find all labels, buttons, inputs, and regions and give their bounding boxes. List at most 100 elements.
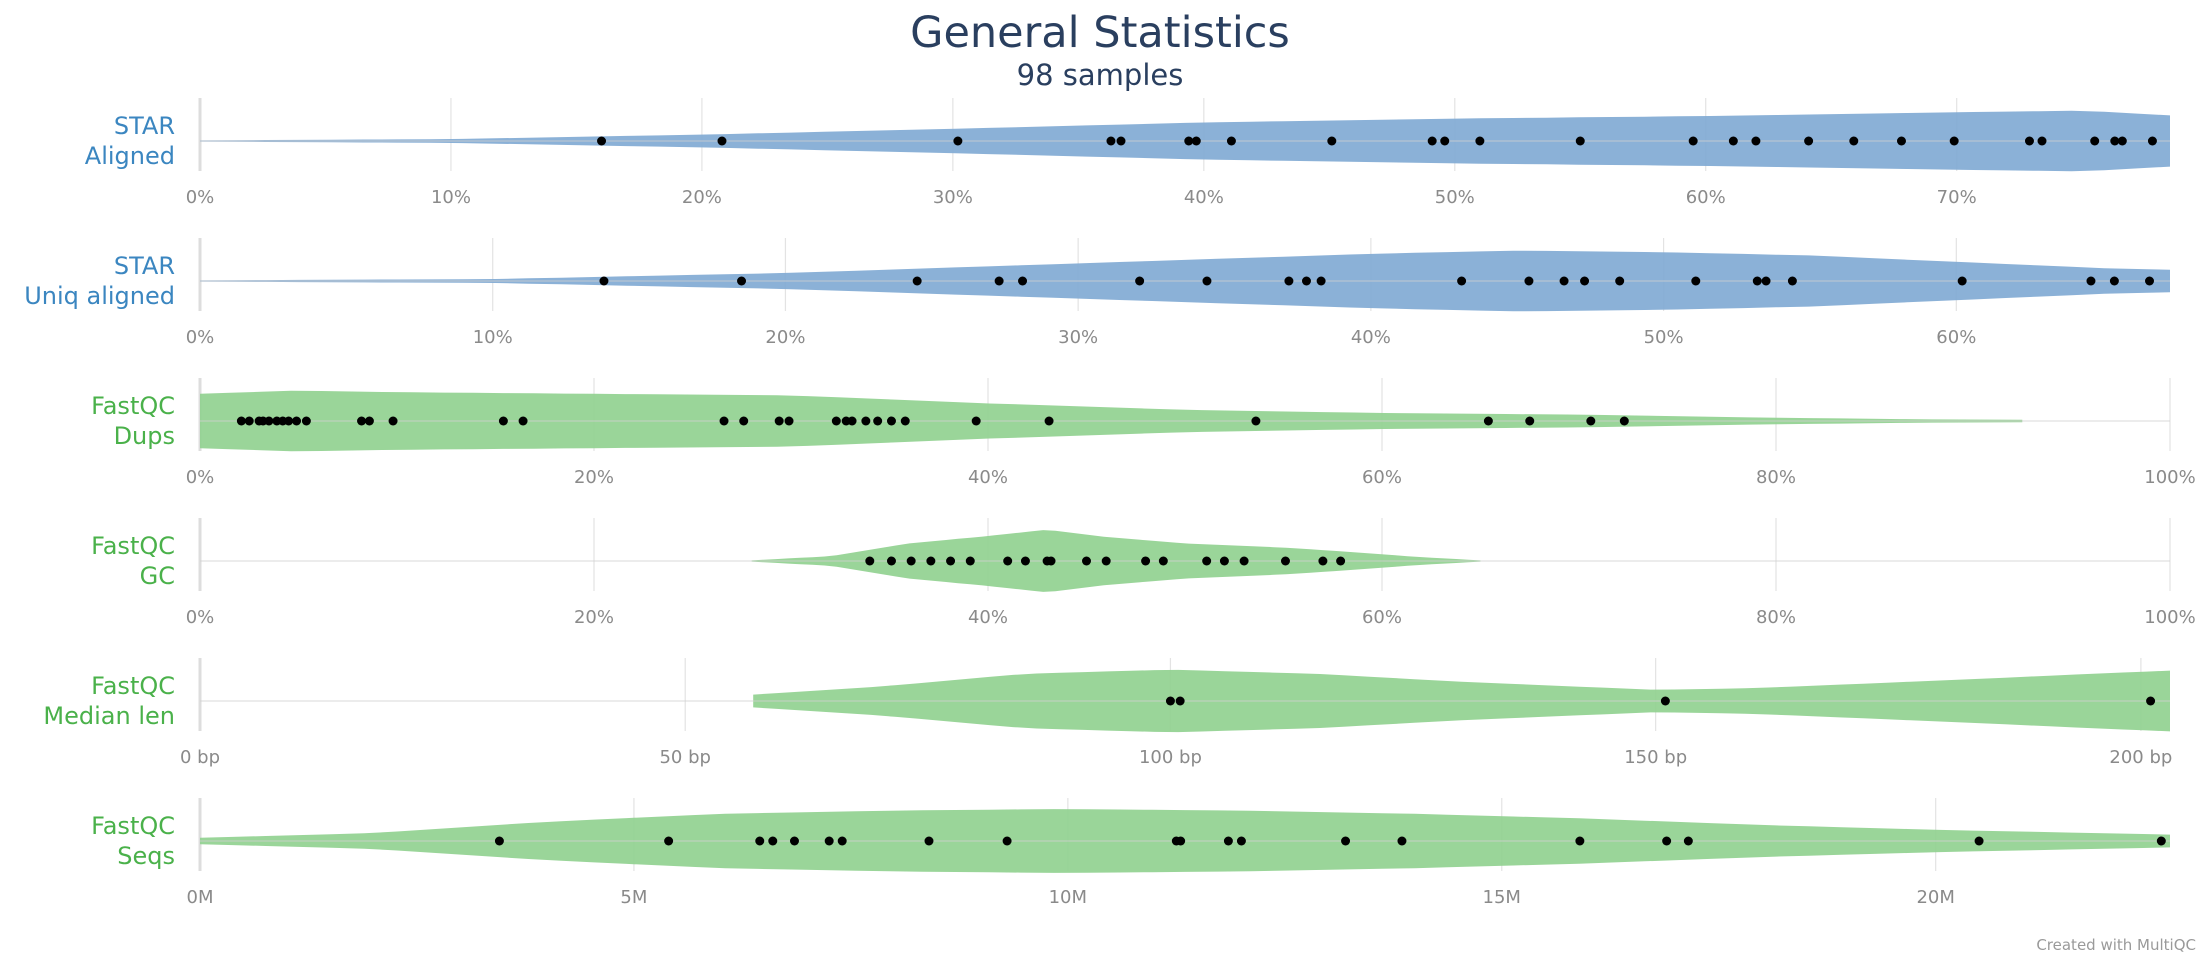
sample-point[interactable] <box>2156 836 2166 846</box>
sample-point[interactable] <box>1662 836 1672 846</box>
sample-point[interactable] <box>1559 276 1569 286</box>
sample-point[interactable] <box>1318 556 1328 566</box>
sample-point[interactable] <box>1457 276 1467 286</box>
sample-point[interactable] <box>965 556 975 566</box>
sample-point[interactable] <box>953 136 963 146</box>
sample-point[interactable] <box>1619 416 1629 426</box>
sample-point[interactable] <box>886 556 896 566</box>
sample-point[interactable] <box>597 136 607 146</box>
sample-point[interactable] <box>1957 276 1967 286</box>
sample-point[interactable] <box>1135 276 1145 286</box>
sample-point[interactable] <box>719 416 729 426</box>
sample-point[interactable] <box>1101 556 1111 566</box>
sample-point[interactable] <box>1683 836 1693 846</box>
sample-point[interactable] <box>1336 556 1346 566</box>
sample-point[interactable] <box>1219 556 1229 566</box>
sample-point[interactable] <box>1949 136 1959 146</box>
sample-point[interactable] <box>2145 276 2155 286</box>
sample-point[interactable] <box>364 416 374 426</box>
sample-point[interactable] <box>1301 276 1311 286</box>
sample-point[interactable] <box>284 416 294 426</box>
sample-point[interactable] <box>1184 136 1194 146</box>
sample-point[interactable] <box>737 276 747 286</box>
sample-point[interactable] <box>1316 276 1326 286</box>
sample-point[interactable] <box>1251 416 1261 426</box>
sample-point[interactable] <box>1751 136 1761 146</box>
sample-point[interactable] <box>1226 136 1236 146</box>
sample-point[interactable] <box>886 416 896 426</box>
sample-point[interactable] <box>1106 136 1116 146</box>
sample-point[interactable] <box>789 836 799 846</box>
sample-point[interactable] <box>1728 136 1738 146</box>
sample-point[interactable] <box>1660 696 1670 706</box>
sample-point[interactable] <box>1688 136 1698 146</box>
sample-point[interactable] <box>1483 416 1493 426</box>
sample-point[interactable] <box>2086 276 2096 286</box>
sample-point[interactable] <box>301 416 311 426</box>
sample-point[interactable] <box>971 416 981 426</box>
sample-point[interactable] <box>244 416 254 426</box>
sample-point[interactable] <box>1158 556 1168 566</box>
sample-point[interactable] <box>1191 136 1201 146</box>
sample-point[interactable] <box>1082 556 1091 566</box>
created-with-credit[interactable]: Created with MultiQC <box>2036 936 2196 954</box>
sample-point[interactable] <box>1202 276 1212 286</box>
sample-point[interactable] <box>873 416 883 426</box>
sample-point[interactable] <box>1236 836 1246 846</box>
sample-point[interactable] <box>946 556 956 566</box>
sample-point[interactable] <box>664 836 674 846</box>
sample-point[interactable] <box>1525 416 1535 426</box>
sample-point[interactable] <box>847 416 857 426</box>
sample-point[interactable] <box>739 416 749 426</box>
sample-point[interactable] <box>2110 136 2120 146</box>
sample-point[interactable] <box>1176 836 1186 846</box>
sample-point[interactable] <box>1974 836 1984 846</box>
sample-point[interactable] <box>2109 276 2119 286</box>
sample-point[interactable] <box>831 416 841 426</box>
sample-point[interactable] <box>1018 276 1028 286</box>
sample-point[interactable] <box>2147 136 2157 146</box>
sample-point[interactable] <box>768 836 778 846</box>
sample-point[interactable] <box>1427 136 1437 146</box>
sample-point[interactable] <box>912 276 922 286</box>
sample-point[interactable] <box>994 276 1004 286</box>
sample-point[interactable] <box>2037 136 2047 146</box>
sample-point[interactable] <box>1586 416 1596 426</box>
sample-point[interactable] <box>1280 556 1290 566</box>
sample-point[interactable] <box>1020 556 1030 566</box>
sample-point[interactable] <box>236 416 246 426</box>
sample-point[interactable] <box>518 416 528 426</box>
sample-point[interactable] <box>906 556 916 566</box>
sample-point[interactable] <box>1284 276 1294 286</box>
sample-point[interactable] <box>1804 136 1814 146</box>
sample-point[interactable] <box>1575 136 1585 146</box>
sample-point[interactable] <box>599 276 609 286</box>
sample-point[interactable] <box>824 836 834 846</box>
sample-point[interactable] <box>1761 276 1771 286</box>
sample-point[interactable] <box>865 556 875 566</box>
sample-point[interactable] <box>774 416 784 426</box>
sample-point[interactable] <box>1202 556 1212 566</box>
sample-point[interactable] <box>264 416 274 426</box>
sample-point[interactable] <box>926 556 936 566</box>
sample-point[interactable] <box>1223 836 1233 846</box>
sample-point[interactable] <box>494 836 504 846</box>
sample-point[interactable] <box>498 416 508 426</box>
sample-point[interactable] <box>1239 556 1249 566</box>
sample-point[interactable] <box>837 836 847 846</box>
sample-point[interactable] <box>1524 276 1534 286</box>
sample-point[interactable] <box>1116 136 1126 146</box>
sample-point[interactable] <box>2117 136 2127 146</box>
sample-point[interactable] <box>717 136 727 146</box>
sample-point[interactable] <box>1175 696 1185 706</box>
sample-point[interactable] <box>292 416 302 426</box>
sample-point[interactable] <box>1580 276 1590 286</box>
sample-point[interactable] <box>1787 276 1797 286</box>
sample-point[interactable] <box>2090 136 2100 146</box>
sample-point[interactable] <box>1691 276 1701 286</box>
sample-point[interactable] <box>1896 136 1906 146</box>
sample-point[interactable] <box>900 416 910 426</box>
sample-point[interactable] <box>1341 836 1351 846</box>
sample-point[interactable] <box>1002 836 1012 846</box>
sample-point[interactable] <box>1440 136 1450 146</box>
